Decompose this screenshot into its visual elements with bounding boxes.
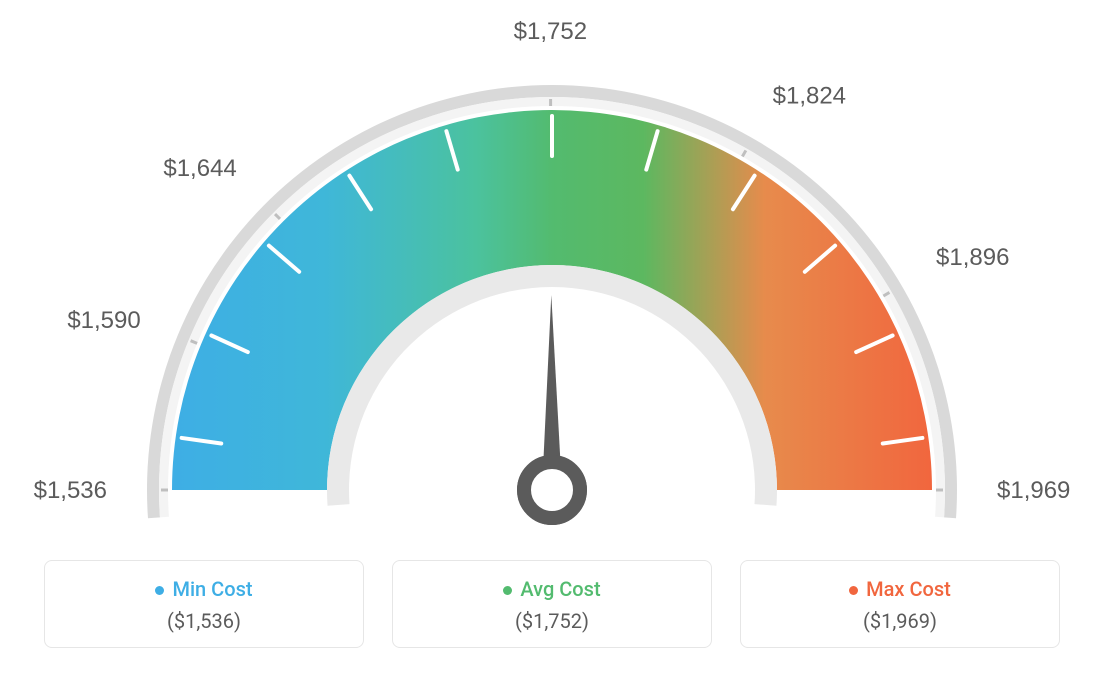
legend-label-max: Max Cost bbox=[866, 577, 951, 601]
legend-card-max: Max Cost ($1,969) bbox=[740, 560, 1060, 648]
legend-value-max: ($1,969) bbox=[749, 609, 1051, 633]
legend-dot-min bbox=[155, 586, 164, 595]
svg-text:$1,969: $1,969 bbox=[997, 477, 1070, 504]
legend-label-avg: Avg Cost bbox=[520, 577, 600, 601]
svg-text:$1,644: $1,644 bbox=[163, 155, 236, 182]
legend-dot-avg bbox=[503, 586, 512, 595]
legend-title-min: Min Cost bbox=[53, 577, 355, 601]
legend-dot-max bbox=[849, 586, 858, 595]
svg-text:$1,536: $1,536 bbox=[34, 477, 107, 504]
legend-title-max: Max Cost bbox=[749, 577, 1051, 601]
svg-text:$1,752: $1,752 bbox=[514, 18, 587, 45]
legend-value-avg: ($1,752) bbox=[401, 609, 703, 633]
legend-value-min: ($1,536) bbox=[53, 609, 355, 633]
svg-text:$1,590: $1,590 bbox=[67, 307, 140, 334]
legend-card-avg: Avg Cost ($1,752) bbox=[392, 560, 712, 648]
svg-text:$1,824: $1,824 bbox=[773, 83, 846, 110]
legend-row: Min Cost ($1,536) Avg Cost ($1,752) Max … bbox=[0, 560, 1104, 648]
cost-gauge-chart: $1,536 $1,590 $1,644 $1,752 $1,824 $1,896 $1,9… bbox=[0, 0, 1104, 560]
legend-card-min: Min Cost ($1,536) bbox=[44, 560, 364, 648]
legend-label-min: Min Cost bbox=[172, 577, 252, 601]
svg-text:$1,896: $1,896 bbox=[936, 244, 1009, 271]
legend-title-avg: Avg Cost bbox=[401, 577, 703, 601]
